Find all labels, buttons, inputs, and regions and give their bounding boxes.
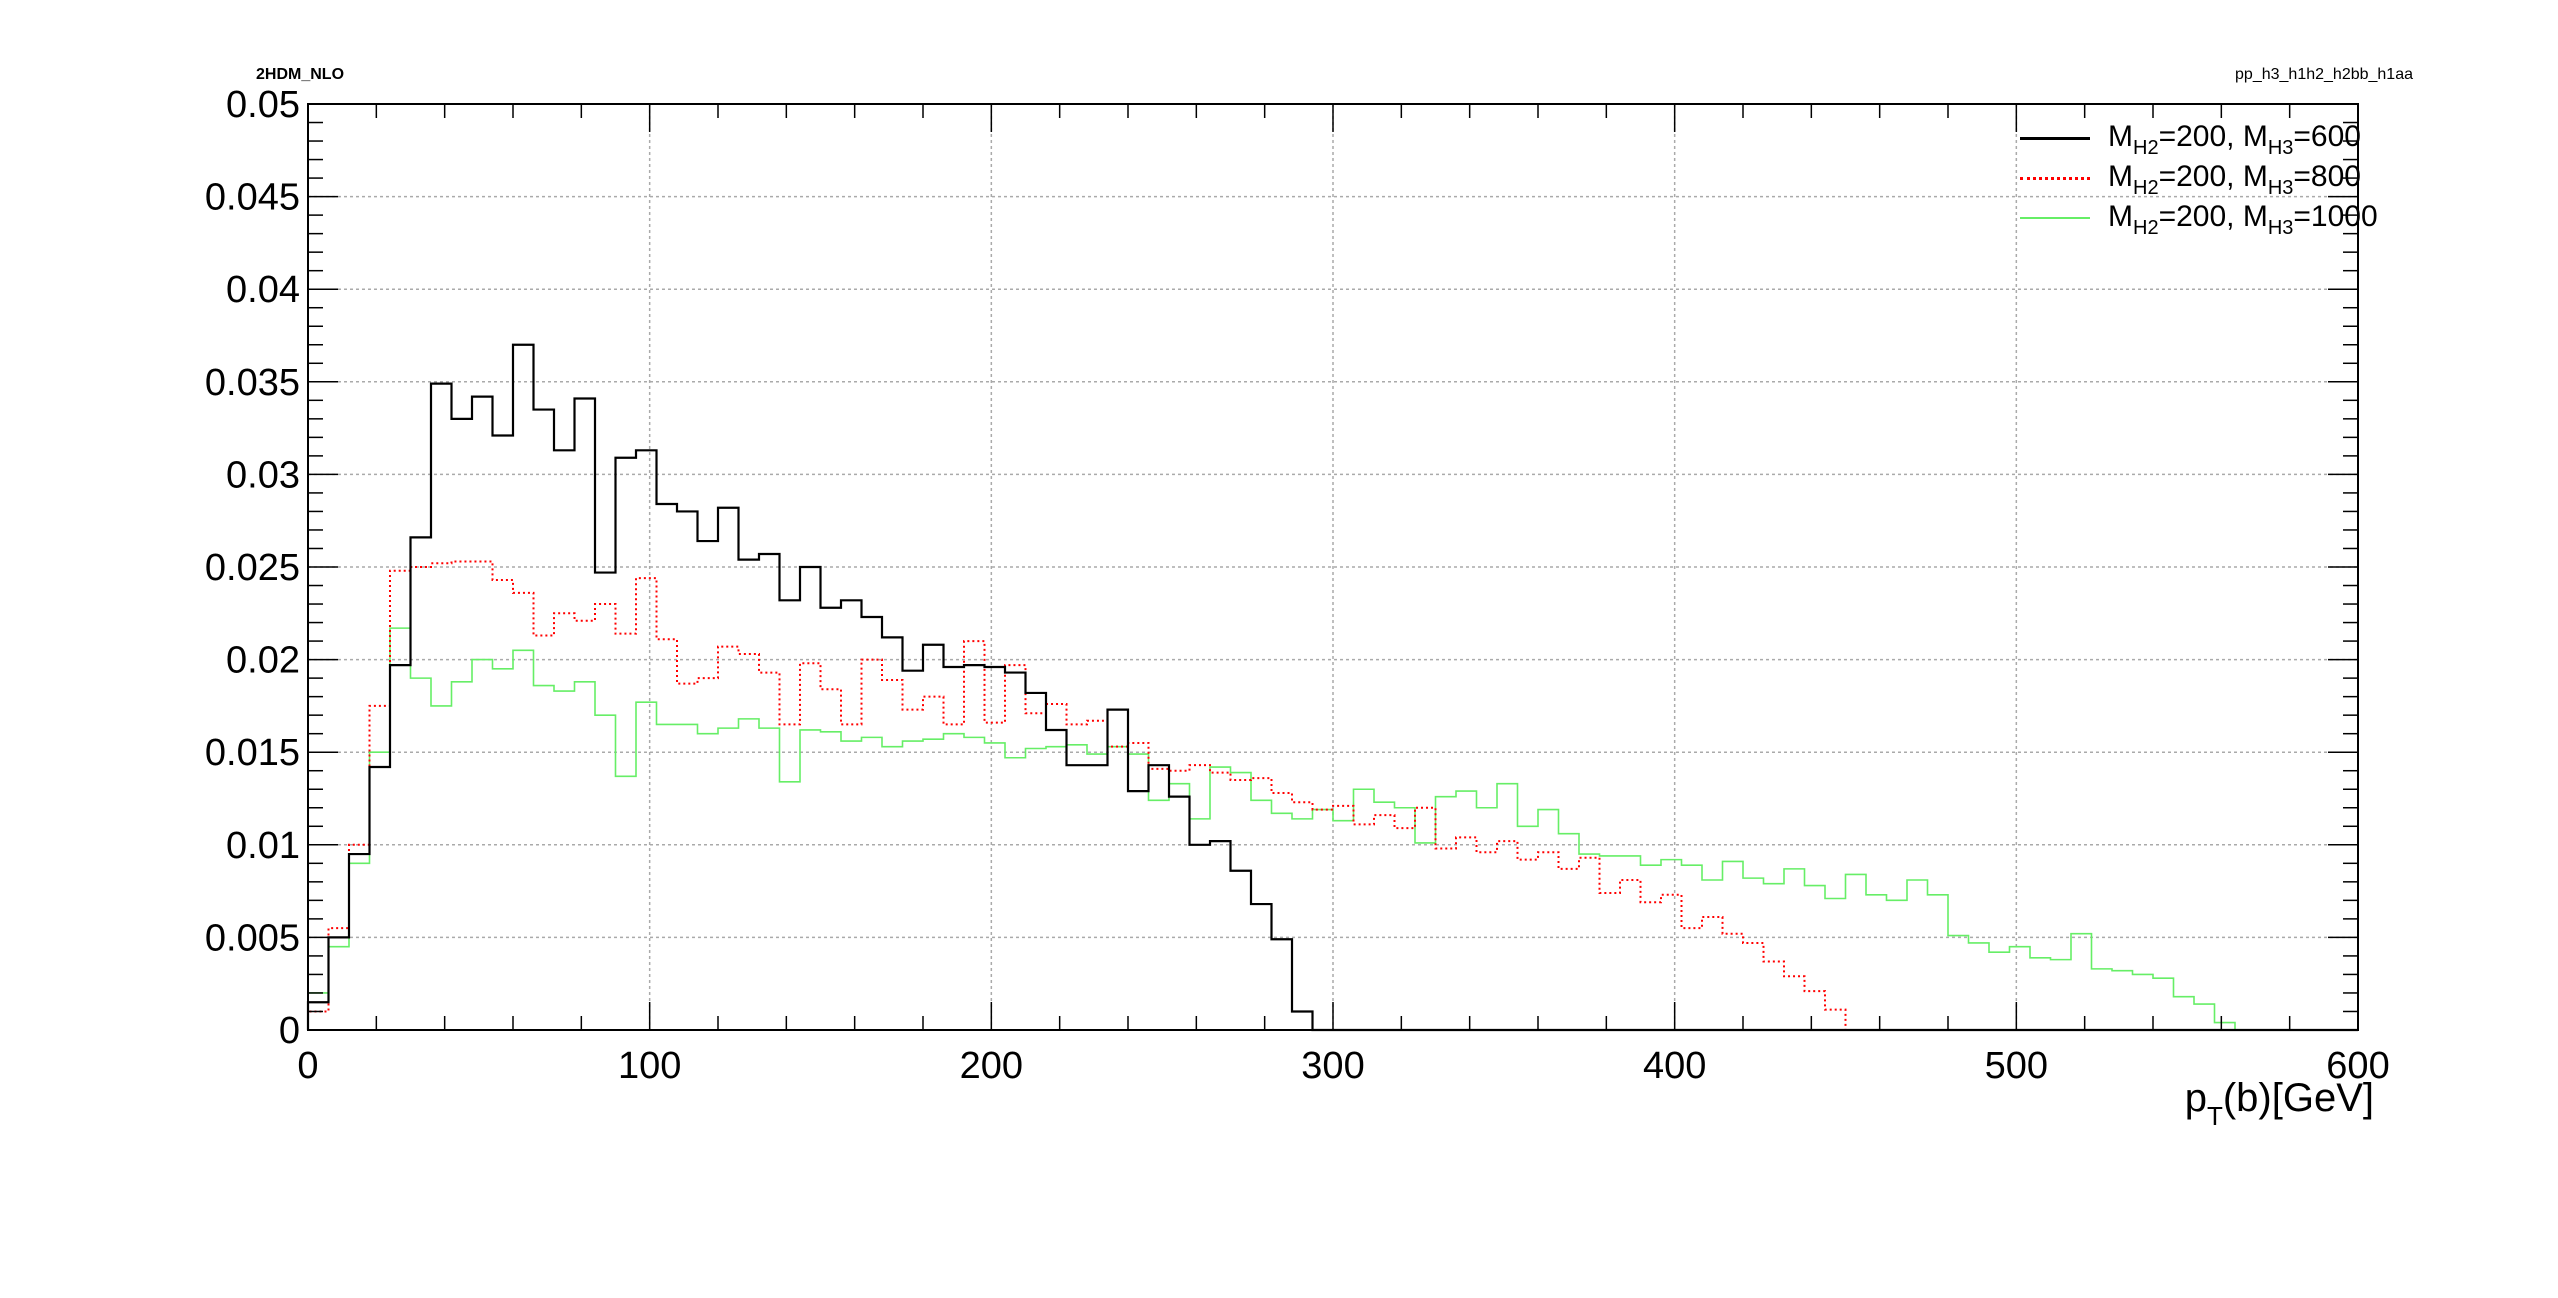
x-tick-label: 100 xyxy=(618,1045,681,1087)
process-label: pp_h3_h1h2_h2bb_h1aa xyxy=(2235,66,2413,83)
x-title-unit: (b)[GeV] xyxy=(2222,1076,2374,1120)
legend-entry: MH2=200, MH3=1000 xyxy=(2020,198,2378,239)
y-tick-label: 0.05 xyxy=(226,84,300,126)
x-tick-label: 0 xyxy=(297,1045,318,1087)
axis-tick-labels: 0 0.005 0.01 0.015 0.02 0.025 0.03 0.035 0.04 0.0… xyxy=(205,84,2390,1087)
x-tick-label: 300 xyxy=(1301,1045,1364,1087)
y-tick-label: 0.02 xyxy=(226,640,300,682)
x-tick-label: 600 xyxy=(2326,1045,2389,1087)
x-title-subscript: T xyxy=(2206,1101,2223,1131)
plot-frame xyxy=(307,103,2359,1031)
legend-label: MH2=200, MH3=600 xyxy=(2108,119,2361,159)
legend-label: MH2=200, MH3=800 xyxy=(2108,159,2361,199)
y-tick-label: 0.005 xyxy=(205,917,300,959)
legend-label: MH2=200, MH3=1000 xyxy=(2108,199,2378,239)
y-tick-label: 0.04 xyxy=(226,269,300,311)
x-tick-label: 200 xyxy=(960,1045,1023,1087)
legend-swatch xyxy=(2020,217,2090,219)
model-label: 2HDM_NLO xyxy=(256,66,345,83)
legend: MH2=200, MH3=600 MH2=200, MH3=800 MH2=20… xyxy=(2020,118,2378,239)
y-tick-label: 0.025 xyxy=(205,547,300,589)
y-tick-label: 0.015 xyxy=(205,732,300,774)
x-tick-label: 500 xyxy=(1985,1045,2048,1087)
grid-lines xyxy=(308,104,2358,1030)
y-tick-label: 0.01 xyxy=(226,825,300,867)
x-axis-title: pT(b)[GeV] xyxy=(2184,1076,2374,1131)
y-tick-label: 0.03 xyxy=(226,454,300,496)
legend-swatch xyxy=(2020,176,2090,180)
legend-swatch xyxy=(2020,136,2090,140)
y-tick-label: 0.045 xyxy=(205,177,300,219)
legend-entry: MH2=200, MH3=800 xyxy=(2020,158,2378,199)
x-tick-label: 400 xyxy=(1643,1045,1706,1087)
series-line-1 xyxy=(307,560,2358,1031)
legend-entry: MH2=200, MH3=600 xyxy=(2020,118,2378,159)
y-tick-label: 0.035 xyxy=(205,362,300,404)
x-title-main: p xyxy=(2184,1076,2207,1120)
series-line-2 xyxy=(307,627,2358,1031)
y-tick-label: 0 xyxy=(279,1010,300,1052)
